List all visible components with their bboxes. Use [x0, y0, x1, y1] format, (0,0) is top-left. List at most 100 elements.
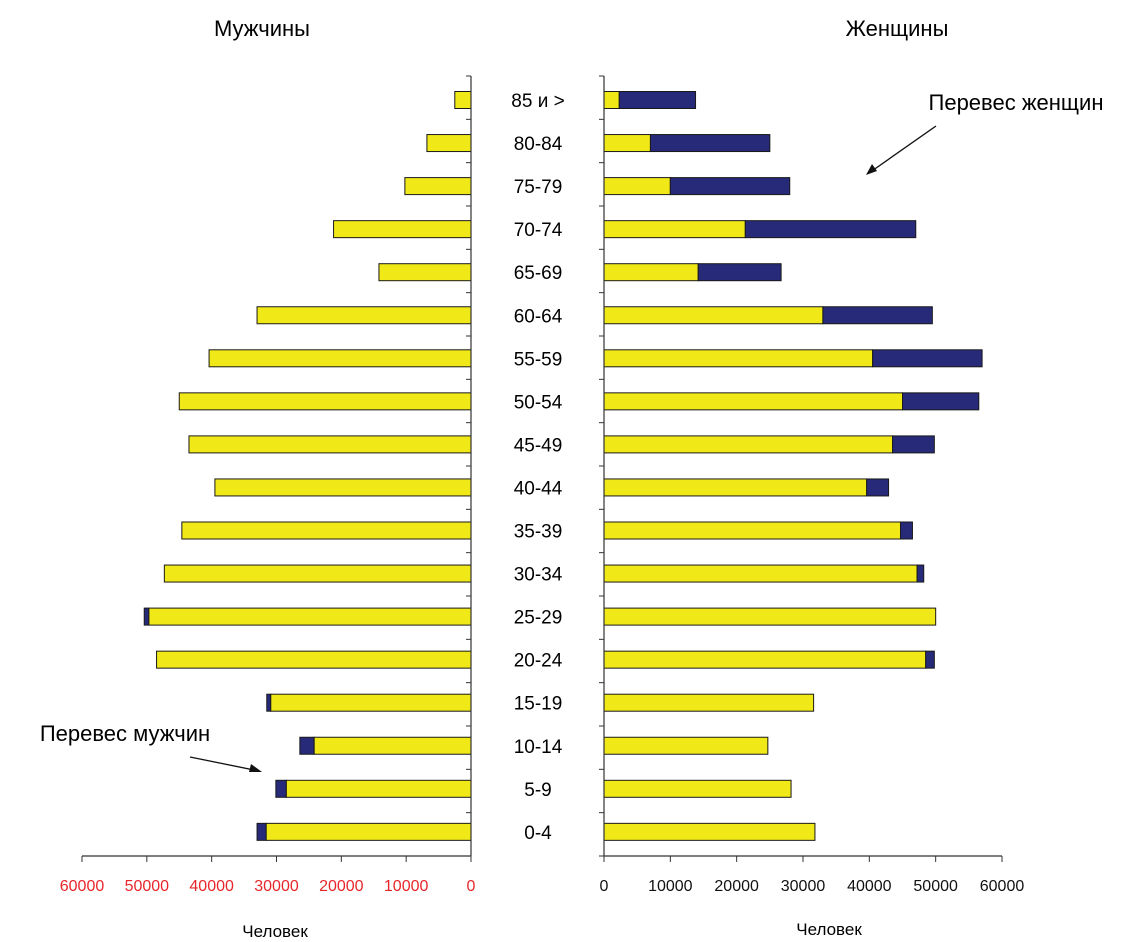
female-x-tick-label: 30000	[781, 878, 826, 895]
age-group-label: 50-54	[514, 392, 563, 413]
axes	[81, 75, 1003, 862]
female-bar-base	[603, 607, 937, 626]
female-bar-excess	[900, 521, 913, 540]
age-group-label: 85 и >	[511, 91, 564, 112]
female-bars	[603, 91, 983, 841]
female-x-tick-label: 60000	[980, 878, 1025, 895]
female-bar-excess	[822, 306, 933, 325]
male-x-tick-label: 10000	[384, 878, 429, 895]
female-bar-base	[603, 521, 902, 540]
male-bar-base	[270, 693, 472, 712]
male-x-tick-label: 50000	[125, 878, 170, 895]
male-x-tick-label: 0	[467, 878, 476, 895]
age-group-label: 35-39	[514, 522, 563, 543]
annotation-male-excess: Перевес мужчин	[40, 721, 210, 746]
age-group-label: 10-14	[514, 737, 563, 758]
male-bar-base	[333, 220, 472, 239]
female-bar-base	[603, 134, 651, 153]
age-group-label: 80-84	[514, 134, 563, 155]
age-group-label: 25-29	[514, 608, 563, 629]
male-bars	[143, 91, 472, 841]
age-group-label: 20-24	[514, 651, 563, 672]
male-bar-base	[404, 177, 472, 196]
female-bar-excess	[916, 564, 925, 583]
age-group-label: 45-49	[514, 435, 563, 456]
female-bar-base	[603, 693, 815, 712]
male-bar-base	[265, 822, 472, 841]
age-group-label: 15-19	[514, 694, 563, 715]
female-x-tick-label: 50000	[913, 878, 958, 895]
male-bar-base	[178, 392, 472, 411]
male-bar-base	[256, 306, 472, 325]
age-group-label: 5-9	[524, 780, 551, 801]
female-bar-base	[603, 306, 824, 325]
female-x-tick-label: 0	[600, 878, 609, 895]
male-bar-base	[454, 91, 472, 109]
female-bar-excess	[902, 392, 980, 411]
male-bar-base	[156, 650, 472, 669]
male-bar-base	[214, 478, 472, 497]
annotation-female-arrowhead	[866, 164, 877, 175]
male-bar-excess	[275, 779, 287, 798]
female-bar-base	[603, 91, 620, 109]
female-bar-base	[603, 779, 792, 798]
female-bar-base	[603, 650, 927, 669]
age-group-label: 55-59	[514, 349, 563, 370]
age-group-label: 75-79	[514, 177, 563, 198]
left-panel-title: Мужчины	[214, 16, 310, 41]
female-bar-base	[603, 564, 918, 583]
male-bar-excess	[266, 693, 272, 712]
male-bar-base	[313, 736, 472, 755]
male-bar-excess	[299, 736, 315, 755]
age-group-label: 60-64	[514, 306, 563, 327]
female-x-tick-label: 10000	[648, 878, 693, 895]
male-bar-base	[181, 521, 472, 540]
male-bar-base	[148, 607, 472, 626]
age-group-label: 0-4	[524, 823, 552, 844]
right-x-axis-label: Человек	[796, 920, 862, 939]
age-group-label: 65-69	[514, 263, 563, 284]
female-bar-base	[603, 392, 903, 411]
female-bar-excess	[669, 177, 791, 196]
male-bar-base	[208, 349, 472, 368]
female-bar-excess	[649, 134, 771, 153]
female-bar-base	[603, 263, 699, 282]
male-bar-excess	[143, 607, 150, 626]
annotation-female-arrow	[868, 125, 937, 174]
female-bar-base	[603, 349, 874, 368]
male-bar-base	[285, 779, 472, 798]
female-bar-base	[603, 478, 868, 497]
annotation-male-arrow	[189, 756, 260, 772]
male-x-tick-label: 40000	[189, 878, 234, 895]
male-bar-base	[163, 564, 472, 583]
left-x-axis-label: Человек	[242, 922, 308, 941]
male-axis-tick-labels: 60000 50000 40000 30000 20000 10000 0	[60, 878, 476, 895]
female-x-tick-label: 20000	[714, 878, 759, 895]
male-bar-excess	[256, 822, 267, 841]
age-group-label: 40-44	[514, 478, 563, 499]
female-bar-excess	[892, 435, 935, 454]
age-group-label: 30-34	[514, 565, 563, 586]
annotation-female-excess: Перевес женщин	[929, 90, 1104, 115]
female-bar-excess	[697, 263, 782, 282]
right-panel-title: Женщины	[846, 16, 949, 41]
female-axis-tick-labels: 0 10000 20000 30000 40000 50000 60000	[600, 878, 1025, 895]
male-x-tick-label: 30000	[254, 878, 299, 895]
female-bar-base	[603, 736, 769, 755]
age-group-labels: 85 и > 80-84 75-79 70-74 65-69 60-64 55-59 50-5…	[511, 91, 564, 844]
male-x-tick-label: 60000	[60, 878, 105, 895]
female-bar-excess	[872, 349, 983, 368]
female-bar-base	[603, 435, 894, 454]
female-bar-excess	[866, 478, 890, 497]
male-x-tick-label: 20000	[319, 878, 364, 895]
female-x-tick-label: 40000	[847, 878, 892, 895]
female-bar-base	[603, 220, 746, 239]
female-bar-excess	[744, 220, 917, 239]
male-bar-base	[426, 134, 472, 153]
male-bar-base	[188, 435, 472, 454]
female-bar-excess	[925, 650, 935, 669]
annotation-male-arrowhead	[249, 764, 262, 772]
female-bar-base	[603, 822, 816, 841]
female-bar-excess	[618, 91, 697, 109]
